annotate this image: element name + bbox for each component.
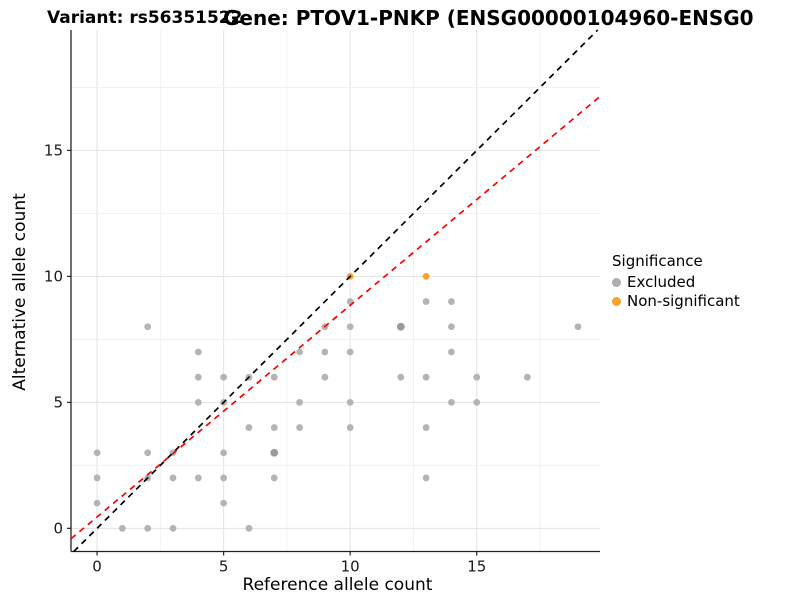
scatter-point (473, 398, 481, 406)
scatter-point (270, 373, 278, 381)
legend-item-label: Non-significant (627, 292, 740, 310)
scatter-point (473, 373, 481, 381)
scatter-point (448, 298, 455, 305)
y-tick-label: 10 (44, 267, 63, 285)
scatter-point (194, 398, 202, 406)
scatter-point (118, 524, 126, 532)
scatter-point (448, 323, 455, 331)
scatter-point (194, 474, 202, 482)
x-tick-label: 15 (467, 558, 486, 576)
scatter-point (245, 524, 253, 532)
scatter-point (397, 373, 405, 381)
scatter-point (144, 524, 152, 532)
scatter-point (422, 272, 430, 280)
scatter-point (346, 424, 354, 431)
excluded-dot-icon (612, 278, 621, 287)
non-significant-dot-icon (612, 297, 621, 306)
legend-item-non-significant: Non-significant (612, 292, 740, 311)
x-tick-label: 0 (92, 558, 102, 576)
scatter-point (422, 424, 430, 431)
scatter-point (523, 373, 531, 381)
scatter-point (346, 323, 354, 331)
plot-title-variant: Variant: rs56351522 (47, 8, 243, 28)
scatter-point (321, 373, 329, 381)
y-tick-label: 5 (53, 393, 63, 411)
scatter-point (144, 449, 152, 457)
x-tick-label: 10 (341, 558, 360, 576)
scatter-point (93, 499, 101, 507)
scatter-point-overlap (396, 322, 405, 331)
scatter-point (296, 424, 303, 431)
scatter-point (270, 424, 278, 431)
legend: Significance Excluded Non-significant (612, 252, 740, 311)
scatter-point (194, 348, 202, 356)
scatter-point (220, 499, 228, 507)
scatter-point-overlap (270, 448, 279, 457)
y-axis-title: Alternative allele count (10, 193, 30, 391)
scatter-point (574, 323, 582, 331)
scatter-point (346, 348, 354, 356)
legend-item-excluded: Excluded (612, 273, 740, 292)
y-tick-label: 0 (53, 519, 63, 537)
identity-line (73, 29, 599, 553)
scatter-point (93, 449, 101, 457)
y-tick-label: 15 (44, 141, 63, 159)
scatter-point (422, 373, 430, 381)
scatter-point (321, 348, 329, 356)
x-tick-label: 5 (219, 558, 229, 576)
legend-item-label: Excluded (627, 273, 696, 291)
scatter-point (245, 424, 253, 431)
scatter-point (93, 474, 101, 482)
plot-title-gene: Gene: PTOV1-PNKP (ENSG00000104960-ENSG0 (223, 6, 754, 30)
scatter-point (144, 323, 152, 331)
x-axis-title: Reference allele count (242, 575, 433, 595)
scatter-point (169, 524, 177, 532)
scatter-point (220, 474, 228, 482)
scatter-point (194, 373, 202, 381)
scatter-point (169, 474, 177, 482)
scatter-point (296, 348, 303, 356)
scatter-point (422, 298, 430, 305)
scatter-point (220, 449, 228, 457)
scatter-point (448, 348, 455, 356)
scatter-point (296, 398, 303, 406)
fit-line (70, 95, 601, 540)
scatter-point (346, 398, 354, 406)
legend-title: Significance (612, 252, 703, 270)
scatter-point (220, 373, 228, 381)
scatter-point (422, 474, 430, 482)
scatter-point (270, 474, 278, 482)
scatter-point (448, 398, 455, 406)
